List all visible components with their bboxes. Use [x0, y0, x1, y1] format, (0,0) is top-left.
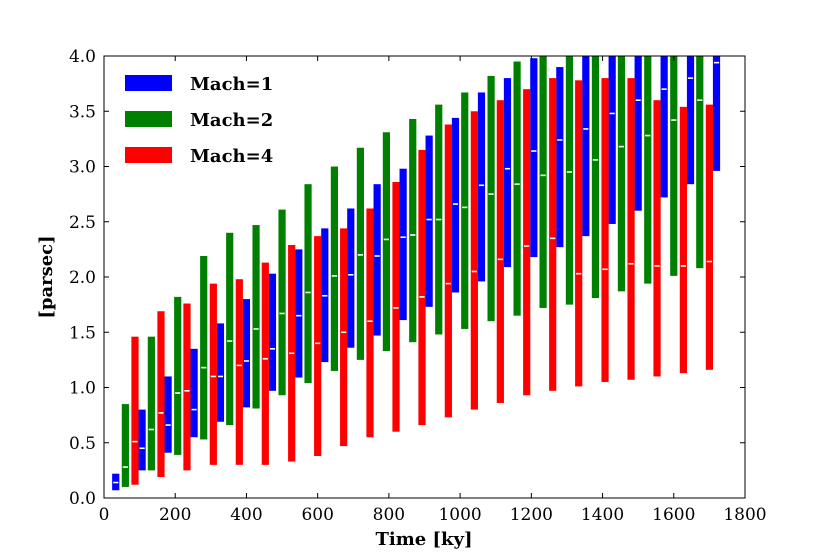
range-bar-mach2-14 [487, 75, 495, 322]
range-bar-mach1-13 [451, 117, 460, 293]
range-bar-mach1-22 [686, 56, 695, 185]
range-bar-mach4-9 [366, 208, 374, 438]
range-bar-mach1-3 [190, 348, 198, 438]
range-bar-mach1-10 [373, 184, 381, 336]
y-tick-label-1: 0.5 [69, 434, 96, 454]
x-tick-label-1400: 1400 [581, 505, 624, 525]
range-bar-mach4-18 [601, 78, 609, 382]
range-bar-mach2-11 [409, 118, 417, 343]
range-bar-mach2-8 [330, 166, 338, 371]
y-tick-label-3: 1.5 [69, 323, 96, 343]
range-bar-mach1-17 [556, 67, 564, 248]
legend: Mach=1 Mach=2 Mach=4 [125, 74, 273, 167]
range-bar-mach4-0 [131, 336, 139, 485]
range-bar-mach2-15 [513, 61, 521, 316]
range-bar-mach1-1 [138, 409, 146, 471]
y-tick-label-6: 3.0 [69, 158, 96, 178]
range-bar-mach1-6 [268, 273, 277, 391]
range-bar-mach2-3 [200, 256, 208, 440]
range-bar-mach4-20 [653, 100, 661, 377]
range-bar-mach2-9 [356, 147, 364, 360]
y-tick-label-7: 3.5 [69, 102, 96, 122]
range-bar-mach2-6 [278, 209, 286, 396]
range-bar-mach4-17 [575, 80, 583, 387]
range-bar-mach2-19 [617, 56, 626, 292]
range-bar-mach4-3 [209, 283, 217, 465]
x-axis-title: Time [ky] [376, 529, 473, 550]
range-bar-mach2-20 [644, 56, 652, 284]
range-bar-mach2-17 [565, 56, 574, 305]
range-bar-mach2-18 [591, 56, 600, 298]
range-bar-mach1-12 [425, 135, 433, 307]
range-bar-mach2-22 [696, 56, 704, 269]
x-tick-label-1000: 1000 [438, 505, 481, 525]
legend-label-mach4: Mach=4 [190, 146, 273, 167]
y-tick-label-4: 2.0 [69, 268, 96, 288]
range-bar-mach4-21 [679, 106, 687, 374]
range-bar-mach1-19 [608, 56, 616, 224]
range-bar-mach4-15 [523, 89, 531, 396]
range-bar-mach4-7 [314, 236, 322, 457]
range-bar-mach1-9 [347, 208, 355, 348]
x-tick-label-1200: 1200 [510, 505, 553, 525]
range-bar-mach4-2 [183, 303, 191, 471]
range-bar-mach2-5 [252, 225, 260, 409]
legend-label-mach2: Mach=2 [190, 110, 273, 131]
range-bar-mach2-21 [670, 56, 678, 276]
y-tick-label-0: 0.0 [69, 489, 96, 509]
range-bar-mach1-5 [242, 299, 251, 408]
range-bar-mach2-1 [147, 336, 155, 471]
range-bar-mach1-7 [295, 249, 303, 378]
x-tick-label-0: 0 [99, 505, 110, 525]
x-tick-label-600: 600 [301, 505, 333, 525]
legend-swatch-mach2 [125, 111, 172, 127]
y-tick-label-8: 4.0 [69, 47, 96, 67]
range-bar-mach4-5 [261, 262, 269, 465]
range-bar-mach1-18 [582, 56, 590, 237]
range-bar-mach1-21 [660, 56, 668, 198]
range-bar-mach4-8 [340, 228, 348, 447]
range-bar-mach4-16 [549, 78, 557, 391]
range-bar-mach2-7 [304, 184, 312, 384]
range-bar-mach1-2 [164, 376, 172, 453]
range-bar-mach2-4 [226, 232, 234, 426]
x-tick-label-200: 200 [159, 505, 191, 525]
range-bar-mach1-16 [530, 58, 538, 258]
range-bar-mach1-14 [477, 92, 486, 282]
range-bar-mach1-20 [634, 56, 642, 211]
bars-layer [112, 56, 721, 491]
y-tick-label-5: 2.5 [69, 213, 96, 233]
range-bar-mach1-4 [216, 323, 225, 422]
x-tick-label-400: 400 [230, 505, 262, 525]
x-tick-label-1600: 1600 [652, 505, 695, 525]
range-bar-mach4-19 [627, 78, 635, 380]
x-tick-label-800: 800 [373, 505, 405, 525]
legend-label-mach1: Mach=1 [190, 74, 273, 95]
range-bar-mach2-13 [461, 92, 469, 329]
range-bar-mach1-11 [399, 168, 407, 321]
range-bar-mach2-10 [382, 132, 390, 352]
range-bar-mach4-4 [235, 279, 243, 465]
range-bar-mach1-23 [712, 56, 721, 171]
range-bar-mach2-16 [539, 56, 547, 308]
range-bar-mach1-15 [503, 78, 512, 268]
axes-layer: 0 200 400 600 800 1000 1200 1400 1600 1800 0.0 0.5 1… [69, 47, 767, 525]
range-bar-mach4-10 [392, 181, 400, 432]
range-bar-mach4-12 [444, 124, 452, 418]
y-axis-title: [parsec] [36, 235, 57, 318]
y-tick-label-2: 1.0 [69, 379, 96, 399]
legend-swatch-mach1 [125, 75, 172, 91]
legend-swatch-mach4 [125, 147, 172, 163]
range-bar-mach4-22 [705, 104, 713, 370]
range-bar-mach4-14 [496, 100, 504, 403]
range-bar-mach2-2 [174, 296, 182, 455]
range-bar-mach4-11 [418, 149, 426, 426]
x-tick-label-1800: 1800 [723, 505, 766, 525]
range-bar-mach4-1 [157, 311, 165, 477]
range-bar-mach2-0 [121, 404, 129, 487]
range-bar-mach4-13 [470, 111, 478, 410]
